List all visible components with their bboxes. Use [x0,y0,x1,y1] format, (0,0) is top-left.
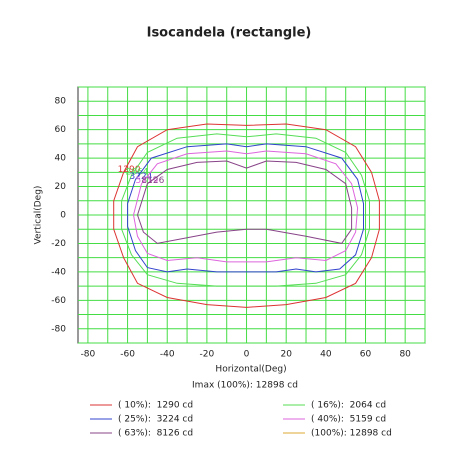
x-tick-label: 0 [244,350,250,360]
chart-title: Isocandela (rectangle) [147,26,312,41]
contour-line [136,160,353,244]
contour-label: 5159 [135,176,158,186]
contour-label: 8126 [141,176,164,186]
y-tick-label: 80 [55,97,67,107]
x-axis-label: Horizontal(Deg) [215,365,286,375]
y-tick-label: -80 [51,324,66,334]
note: Imax (100%): 12898 cd [192,381,298,391]
y-axis-label: Vertical(Deg) [34,186,44,245]
x-tick-label: -20 [200,350,215,360]
y-tick-label: 40 [55,154,67,164]
legend-label: ( 63%): 8126 cd [118,429,193,439]
x-tick-label: 80 [399,350,411,360]
x-tick-label: -60 [120,350,135,360]
contour-label: 3224 [130,172,153,182]
legend-label: (100%): 12898 cd [311,429,392,439]
contour-label: 2064 [126,168,149,178]
y-tick-label: 20 [55,182,67,192]
legend-label: ( 25%): 3224 cd [118,415,193,425]
y-tick-label: -40 [51,267,66,277]
y-tick-label: -60 [51,296,66,306]
y-tick-label: 60 [55,125,67,135]
legend-label: ( 16%): 2064 cd [311,401,386,411]
y-tick-label: -20 [51,239,66,249]
contour-line [121,133,370,287]
contour-line [132,150,359,263]
x-tick-label: 40 [320,350,332,360]
x-tick-label: 20 [280,350,292,360]
legend-label: ( 10%): 1290 cd [118,401,193,411]
contour-line [113,123,380,308]
x-tick-label: 60 [360,350,372,360]
legend-label: ( 40%): 5159 cd [311,415,386,425]
x-tick-label: -40 [160,350,175,360]
contour-label: 1290 [118,165,141,175]
contour-line [127,143,364,273]
x-tick-label: -80 [81,350,96,360]
y-tick-label: 0 [60,211,66,221]
